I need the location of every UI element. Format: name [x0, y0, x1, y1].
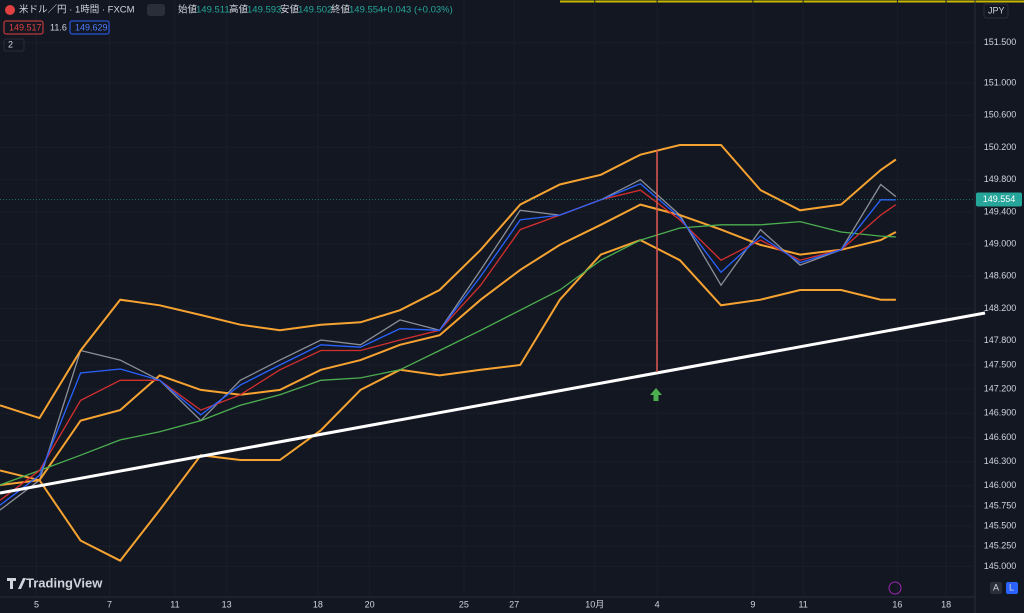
y-tick-label: 146.000 [984, 480, 1017, 490]
currency[interactable]: JPY [988, 5, 1005, 15]
brand: TradingView [26, 575, 103, 590]
auto-btn[interactable] [990, 582, 1002, 594]
series-line [0, 144, 897, 420]
plot [0, 144, 975, 562]
auto[interactable]: A [993, 582, 999, 592]
badge-red-text: 149.517 [9, 22, 42, 32]
x-tick-label: 18 [941, 599, 951, 609]
badge-blue-text: 149.629 [75, 22, 108, 32]
y-tick-label: 149.800 [984, 174, 1017, 184]
y-tick-label: 149.000 [984, 238, 1017, 248]
y-tick-label: 150.600 [984, 110, 1017, 120]
open-label: 始値 [178, 4, 198, 16]
x-tick-label: 4 [655, 599, 660, 609]
y-tick-label: 145.000 [984, 561, 1017, 571]
close: 149.554 [349, 5, 383, 16]
x-tick-label: 11 [170, 599, 179, 609]
y-tick-label: 149.400 [984, 206, 1017, 216]
y-tick-label: 146.300 [984, 456, 1017, 466]
indicators-box[interactable] [3, 38, 25, 52]
x-tick-label: 7 [107, 599, 112, 609]
arrow-up [650, 388, 662, 401]
x-tick-label: 25 [459, 599, 469, 609]
y-tick-label: 145.250 [984, 541, 1017, 551]
last-price-label: 149.554 [983, 194, 1016, 204]
y-tick-label: 148.600 [984, 271, 1017, 281]
x-tick-label: 18 [313, 599, 323, 609]
trendline [0, 311, 986, 495]
y-tick-label: 151.000 [984, 77, 1017, 87]
indicators[interactable]: 2 [8, 39, 13, 49]
series-line [0, 220, 896, 486]
y-tick-label: 146.900 [984, 408, 1017, 418]
series-line [0, 178, 897, 511]
series-line [0, 203, 897, 486]
low: 149.502 [298, 5, 332, 16]
y-tick-label: 150.200 [984, 142, 1017, 152]
badge-mid: 11.6 [50, 22, 67, 32]
symbol: 米ドル／円 · 1時間 · FXCM [19, 4, 135, 16]
open: 149.511 [196, 5, 230, 16]
x-tick-label: 5 [34, 599, 39, 609]
high-label: 高値 [229, 4, 249, 16]
y-tick-label: 147.800 [984, 335, 1017, 345]
series-line [0, 189, 897, 501]
last-price-box [976, 192, 1022, 207]
x-tick-label: 16 [892, 599, 902, 609]
series-line [0, 239, 896, 562]
y-tick-label: 145.500 [984, 520, 1017, 530]
y-tick-label: 147.500 [984, 359, 1017, 369]
low-label: 安値 [280, 4, 300, 16]
change: +0.043 (+0.03%) [382, 5, 453, 16]
x-tick-label: 9 [750, 599, 755, 609]
x-tick-label: 13 [222, 599, 232, 609]
x-tick-label: 20 [365, 599, 375, 609]
log-btn[interactable] [1006, 582, 1018, 594]
x-tick-label: 11 [798, 599, 807, 609]
y-tick-label: 148.200 [984, 303, 1017, 313]
currency-box[interactable] [983, 3, 1009, 19]
y-tick-label: 147.200 [984, 384, 1017, 394]
y-tick-label: 146.600 [984, 432, 1017, 442]
toggle[interactable] [147, 4, 165, 16]
y-tick-label: 145.750 [984, 500, 1017, 510]
series-line [0, 182, 896, 506]
badge-red [3, 20, 44, 35]
flag-icon [5, 5, 15, 15]
y-tick-label: 151.500 [984, 37, 1017, 47]
badge-blue [69, 20, 110, 35]
x-tick-label: 10月 [585, 599, 604, 609]
log[interactable]: L [1009, 582, 1014, 592]
alert-icon[interactable] [888, 581, 902, 595]
x-tick-label: 27 [509, 599, 519, 609]
high: 149.593 [247, 5, 281, 16]
brand-logo [7, 578, 26, 589]
close-label: 終値 [331, 4, 351, 16]
